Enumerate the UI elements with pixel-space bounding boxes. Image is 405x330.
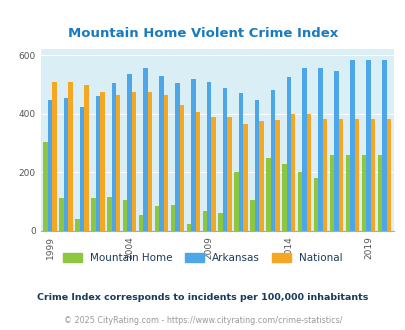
Bar xyxy=(127,74,132,231)
Bar xyxy=(111,83,116,231)
Bar xyxy=(270,90,275,231)
Bar xyxy=(186,224,191,231)
Bar xyxy=(377,155,381,231)
Bar xyxy=(222,87,227,231)
Text: © 2025 CityRating.com - https://www.cityrating.com/crime-statistics/: © 2025 CityRating.com - https://www.city… xyxy=(64,316,341,325)
Bar xyxy=(159,76,163,231)
Bar xyxy=(48,100,52,231)
Bar xyxy=(381,60,386,231)
Bar xyxy=(147,92,152,231)
Bar xyxy=(238,93,243,231)
Bar xyxy=(132,92,136,231)
Bar xyxy=(354,119,358,231)
Bar xyxy=(386,119,390,231)
Bar xyxy=(218,214,222,231)
Bar xyxy=(322,119,326,231)
Bar xyxy=(302,68,306,231)
Bar xyxy=(43,142,48,231)
Bar xyxy=(243,124,247,231)
Bar xyxy=(333,71,338,231)
Bar xyxy=(254,100,258,231)
Bar xyxy=(75,219,79,231)
Bar xyxy=(258,121,263,231)
Bar xyxy=(318,68,322,231)
Bar xyxy=(68,82,72,231)
Bar xyxy=(100,92,104,231)
Bar xyxy=(191,79,195,231)
Bar xyxy=(116,95,120,231)
Bar xyxy=(297,172,302,231)
Bar xyxy=(345,155,350,231)
Bar xyxy=(234,173,238,231)
Bar xyxy=(84,84,88,231)
Bar xyxy=(338,119,342,231)
Legend: Mountain Home, Arkansas, National: Mountain Home, Arkansas, National xyxy=(59,248,346,267)
Bar xyxy=(290,114,295,231)
Bar xyxy=(286,77,290,231)
Bar xyxy=(266,158,270,231)
Bar xyxy=(79,107,84,231)
Bar xyxy=(329,155,333,231)
Bar xyxy=(350,60,354,231)
Bar xyxy=(123,200,127,231)
Bar xyxy=(107,197,111,231)
Bar xyxy=(227,117,231,231)
Bar xyxy=(306,115,311,231)
Text: Crime Index corresponds to incidents per 100,000 inhabitants: Crime Index corresponds to incidents per… xyxy=(37,293,368,302)
Bar xyxy=(91,198,96,231)
Bar xyxy=(361,155,365,231)
Bar xyxy=(171,205,175,231)
Bar xyxy=(281,164,286,231)
Bar xyxy=(163,95,168,231)
Bar xyxy=(207,82,211,231)
Bar xyxy=(175,83,179,231)
Bar xyxy=(139,215,143,231)
Bar xyxy=(250,200,254,231)
Bar xyxy=(154,206,159,231)
Bar xyxy=(195,112,200,231)
Bar xyxy=(365,60,370,231)
Bar xyxy=(64,98,68,231)
Bar xyxy=(96,96,100,231)
Bar xyxy=(143,68,147,231)
Text: Mountain Home Violent Crime Index: Mountain Home Violent Crime Index xyxy=(68,27,337,40)
Bar xyxy=(202,212,207,231)
Bar xyxy=(211,117,215,231)
Bar xyxy=(370,119,374,231)
Bar xyxy=(179,105,183,231)
Bar xyxy=(275,120,279,231)
Bar xyxy=(52,82,57,231)
Bar xyxy=(313,178,318,231)
Bar xyxy=(59,198,64,231)
